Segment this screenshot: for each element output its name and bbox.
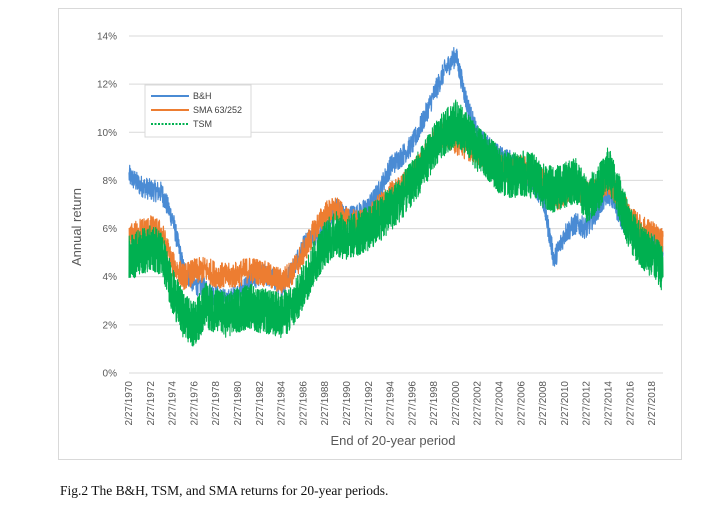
x-tick-label: 2/27/1986 (298, 381, 309, 426)
x-tick-label: 2/27/2004 (495, 381, 506, 426)
y-tick-label: 0% (103, 369, 118, 380)
x-tick-label: 2/27/1998 (429, 381, 440, 426)
x-axis-title: End of 20-year period (330, 433, 455, 448)
y-tick-label: 8% (103, 176, 118, 187)
y-tick-label: 2% (103, 320, 118, 331)
x-tick-label: 2/27/1996 (407, 381, 418, 426)
x-tick-label: 2/27/2000 (451, 381, 462, 426)
x-tick-label: 2/27/1970 (124, 381, 135, 426)
x-tick-label: 2/27/2018 (647, 381, 658, 426)
x-tick-label: 2/27/1988 (320, 381, 331, 426)
x-tick-label: 2/27/1990 (342, 381, 353, 426)
series-line-tsm (128, 99, 664, 347)
figure-caption: Fig.2 The B&H, TSM, and SMA returns for … (60, 483, 389, 498)
x-tick-label: 2/27/2006 (516, 381, 527, 426)
chart-frame: 0% 2% 4% 6% 8% 10% 12% 14% 2/27/1970 2/27/1972 2/… (58, 8, 682, 460)
x-tick-label: 2/27/1984 (277, 381, 288, 426)
legend-label: B&H (193, 91, 212, 101)
x-tick-label: 2/27/1992 (364, 381, 375, 426)
y-axis-ticks: 0% 2% 4% 6% 8% 10% 12% 14% (97, 32, 117, 380)
series-lines (128, 47, 664, 347)
y-axis-title: Annual return (69, 188, 84, 266)
y-tick-label: 12% (97, 80, 117, 91)
x-tick-label: 2/27/2010 (560, 381, 571, 426)
x-tick-label: 2/27/2008 (538, 381, 549, 426)
chart: 0%2%4%6%8%10%12%14% 2/27/1970 2/27/1972 2/… (69, 32, 664, 448)
y-tick-label: 14% (97, 32, 117, 43)
x-tick-label: 2/27/2016 (625, 381, 636, 426)
x-tick-label: 2/27/1974 (168, 381, 179, 426)
x-axis-ticks: 2/27/1970 2/27/1972 2/27/1974 2/27/1976 2/27… (124, 381, 658, 426)
x-tick-label: 2/27/1994 (386, 381, 397, 426)
x-tick-label: 2/27/2012 (582, 381, 593, 426)
x-tick-label: 2/27/1978 (211, 381, 222, 426)
x-tick-label: 2/27/2014 (604, 381, 615, 426)
y-tick-label: 4% (103, 272, 118, 283)
x-tick-label: 2/27/1980 (233, 381, 244, 426)
x-tick-label: 2/27/1972 (146, 381, 157, 426)
x-tick-label: 2/27/2002 (473, 381, 484, 426)
legend-label: SMA 63/252 (193, 105, 242, 115)
y-tick-label: 6% (103, 224, 118, 235)
y-tick-label: 10% (97, 128, 117, 139)
legend: B&H SMA 63/252 TSM (144, 84, 252, 138)
x-tick-label: 2/27/1982 (255, 381, 266, 426)
x-tick-label: 2/27/1976 (189, 381, 200, 426)
legend-label: TSM (193, 119, 212, 129)
